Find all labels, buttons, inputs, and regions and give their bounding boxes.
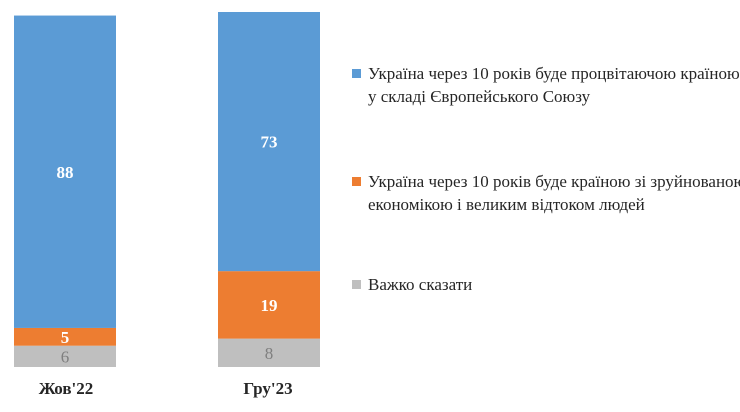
bar-segment-cat0-series1: [14, 327, 116, 346]
data-label-cat1-series0: 8: [265, 344, 274, 363]
bar-segment-cat0-series2: [14, 15, 116, 328]
legend-item-ruined-economy: Україна через 10 років буде країною зі з…: [352, 170, 740, 216]
bar-segment-cat1-series2: [218, 12, 320, 272]
legend-swatch-eu-prosperity: [352, 69, 361, 78]
data-label-cat1-series2: 73: [261, 133, 278, 152]
x-tick-label-0: Жов'22: [39, 379, 94, 398]
legend-swatch-ruined-economy: [352, 177, 361, 186]
bar-segment-cat1-series1: [218, 271, 320, 339]
data-label-cat1-series1: 19: [261, 296, 278, 315]
data-label-cat0-series0: 6: [61, 347, 70, 366]
legend-label-eu-prosperity: Україна через 10 років буде процвітаючою…: [368, 64, 740, 106]
x-tick-label-1: Гру'23: [243, 379, 292, 398]
data-label-cat0-series1: 5: [61, 328, 70, 347]
legend-label-hard-to-say: Важко сказати: [368, 275, 473, 294]
legend-item-hard-to-say: Важко сказати: [352, 273, 740, 296]
bar-segment-cat1-series0: [218, 338, 320, 367]
data-label-cat0-series2: 88: [57, 163, 74, 182]
bar-segment-cat0-series0: [14, 345, 116, 367]
legend-label-ruined-economy: Україна через 10 років буде країною зі з…: [368, 172, 740, 214]
legend-swatch-hard-to-say: [352, 280, 361, 289]
legend-item-eu-prosperity: Україна через 10 років буде процвітаючою…: [352, 62, 740, 108]
